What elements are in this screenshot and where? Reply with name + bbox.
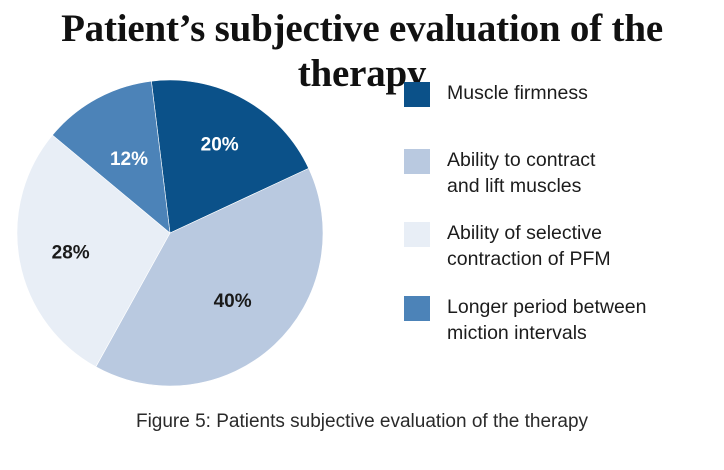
pie-slice-ability-to-contract-and-lift-muscles	[95, 167, 324, 387]
legend-swatch	[404, 296, 430, 321]
legend-label: Muscle firmness	[447, 82, 588, 104]
slice-value-label: 40%	[214, 291, 252, 312]
legend-label: Ability of selective contraction of PFM	[447, 222, 611, 270]
legend: Muscle firmness Ability to contract and …	[404, 0, 714, 470]
legend-label: Ability to contract and lift muscles	[447, 149, 596, 197]
pie-slice-muscle-firmness	[151, 79, 310, 234]
pie-slice-longer-period-between-miction-intervals	[52, 80, 171, 234]
figure-caption: Figure 5: Patients subjective evaluation…	[135, 411, 589, 432]
legend-swatch	[404, 82, 430, 107]
slice-value-label: 28%	[52, 243, 90, 264]
legend-swatch	[404, 149, 430, 174]
legend-label: Longer period between miction intervals	[447, 296, 647, 344]
slice-value-label: 20%	[201, 134, 239, 155]
legend-swatch	[404, 222, 430, 247]
slice-value-label: 12%	[110, 149, 148, 170]
chart-title: Patient’s subjective evaluation of the t…	[61, 7, 663, 95]
pie-slice-ability-of-selective-contraction-of-pfm	[16, 134, 171, 368]
pie-chart: 20% 40% 28% 12%	[16, 79, 324, 387]
